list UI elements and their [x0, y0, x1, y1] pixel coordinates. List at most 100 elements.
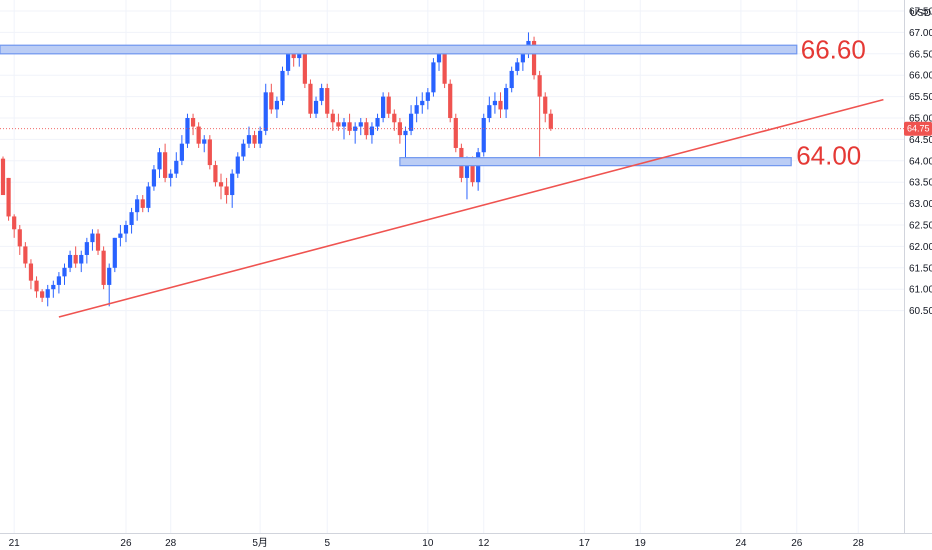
candle[interactable]	[280, 66, 285, 106]
candle[interactable]	[17, 225, 22, 255]
candle[interactable]	[252, 130, 257, 148]
candle[interactable]	[492, 92, 498, 114]
resistance-zone[interactable]	[0, 44, 798, 55]
candle[interactable]	[504, 83, 509, 118]
candle[interactable]	[269, 83, 274, 114]
candle[interactable]	[414, 96, 419, 123]
candle[interactable]	[235, 152, 240, 178]
candle[interactable]	[241, 139, 246, 161]
candle[interactable]	[90, 229, 95, 251]
candle[interactable]	[45, 284, 50, 307]
candle[interactable]	[135, 195, 140, 221]
candle[interactable]	[6, 177, 11, 221]
candle[interactable]	[386, 92, 391, 118]
candle[interactable]	[453, 113, 458, 153]
candle[interactable]	[168, 169, 173, 187]
candle[interactable]	[196, 122, 201, 148]
candle-body	[504, 88, 509, 110]
candle[interactable]	[408, 105, 414, 136]
candle-body	[308, 83, 313, 114]
candle[interactable]	[274, 96, 280, 118]
candle[interactable]	[420, 92, 425, 114]
candle[interactable]	[263, 83, 268, 136]
support-zone[interactable]	[399, 157, 792, 167]
candle[interactable]	[213, 160, 218, 187]
candle[interactable]	[151, 165, 157, 191]
candle[interactable]	[157, 147, 162, 178]
candle[interactable]	[515, 58, 520, 76]
candle[interactable]	[40, 289, 45, 303]
candle[interactable]	[392, 109, 397, 131]
candle[interactable]	[67, 250, 73, 273]
candle[interactable]	[51, 280, 56, 298]
candle[interactable]	[246, 126, 252, 148]
candle[interactable]	[34, 276, 39, 298]
candle[interactable]	[258, 126, 263, 148]
candle[interactable]	[448, 79, 453, 123]
candle[interactable]	[369, 122, 375, 144]
candle[interactable]	[224, 177, 229, 204]
candle[interactable]	[95, 229, 101, 255]
candle[interactable]	[207, 135, 212, 170]
candle[interactable]	[481, 113, 486, 157]
candle[interactable]	[190, 113, 196, 136]
candle[interactable]	[341, 118, 347, 140]
overlays: 66.60 64.00	[0, 35, 904, 318]
candle[interactable]	[347, 113, 352, 136]
candle[interactable]	[56, 272, 61, 294]
candle[interactable]	[84, 237, 89, 264]
candle[interactable]	[336, 113, 341, 131]
candle[interactable]	[381, 92, 386, 123]
candle[interactable]	[129, 207, 134, 234]
candle[interactable]	[218, 173, 224, 200]
candle[interactable]	[28, 259, 34, 290]
candle[interactable]	[353, 122, 358, 144]
candle[interactable]	[537, 70, 542, 157]
candle[interactable]	[101, 246, 106, 290]
candle[interactable]	[531, 36, 537, 80]
candle[interactable]	[431, 58, 436, 97]
candles	[0, 32, 553, 307]
candle[interactable]	[330, 109, 335, 131]
candle[interactable]	[442, 49, 447, 89]
candle[interactable]	[12, 214, 17, 238]
trendline[interactable]	[58, 98, 884, 318]
candle[interactable]	[313, 96, 319, 118]
candle[interactable]	[498, 92, 503, 118]
candle[interactable]	[487, 96, 492, 123]
candle[interactable]	[62, 263, 67, 285]
candle[interactable]	[118, 225, 123, 247]
candle[interactable]	[79, 250, 84, 273]
y-tick-label: 66.00	[909, 71, 932, 82]
candle[interactable]	[0, 156, 6, 196]
candle[interactable]	[358, 118, 363, 136]
x-tick-label: 12	[478, 538, 490, 549]
candle[interactable]	[174, 152, 179, 178]
candle[interactable]	[179, 135, 184, 166]
candle[interactable]	[319, 83, 324, 106]
candle-body	[492, 100, 498, 106]
candle[interactable]	[375, 113, 380, 131]
candle[interactable]	[202, 135, 207, 153]
candle[interactable]	[476, 147, 481, 191]
candle[interactable]	[112, 237, 117, 273]
candle[interactable]	[425, 88, 430, 110]
candle[interactable]	[123, 220, 129, 243]
candle[interactable]	[230, 169, 235, 208]
candle[interactable]	[146, 182, 151, 213]
candle-body	[274, 100, 280, 110]
candle[interactable]	[73, 246, 78, 268]
y-tick-label: 66.50	[909, 49, 932, 60]
candle[interactable]	[543, 92, 548, 123]
candle[interactable]	[163, 143, 168, 183]
candle[interactable]	[185, 113, 190, 148]
candle[interactable]	[23, 242, 28, 268]
candle[interactable]	[548, 109, 553, 131]
candle[interactable]	[308, 79, 313, 118]
candle[interactable]	[107, 263, 112, 307]
candle[interactable]	[325, 83, 330, 118]
candle[interactable]	[140, 195, 145, 213]
candle[interactable]	[509, 66, 514, 93]
candle-body	[90, 233, 95, 243]
